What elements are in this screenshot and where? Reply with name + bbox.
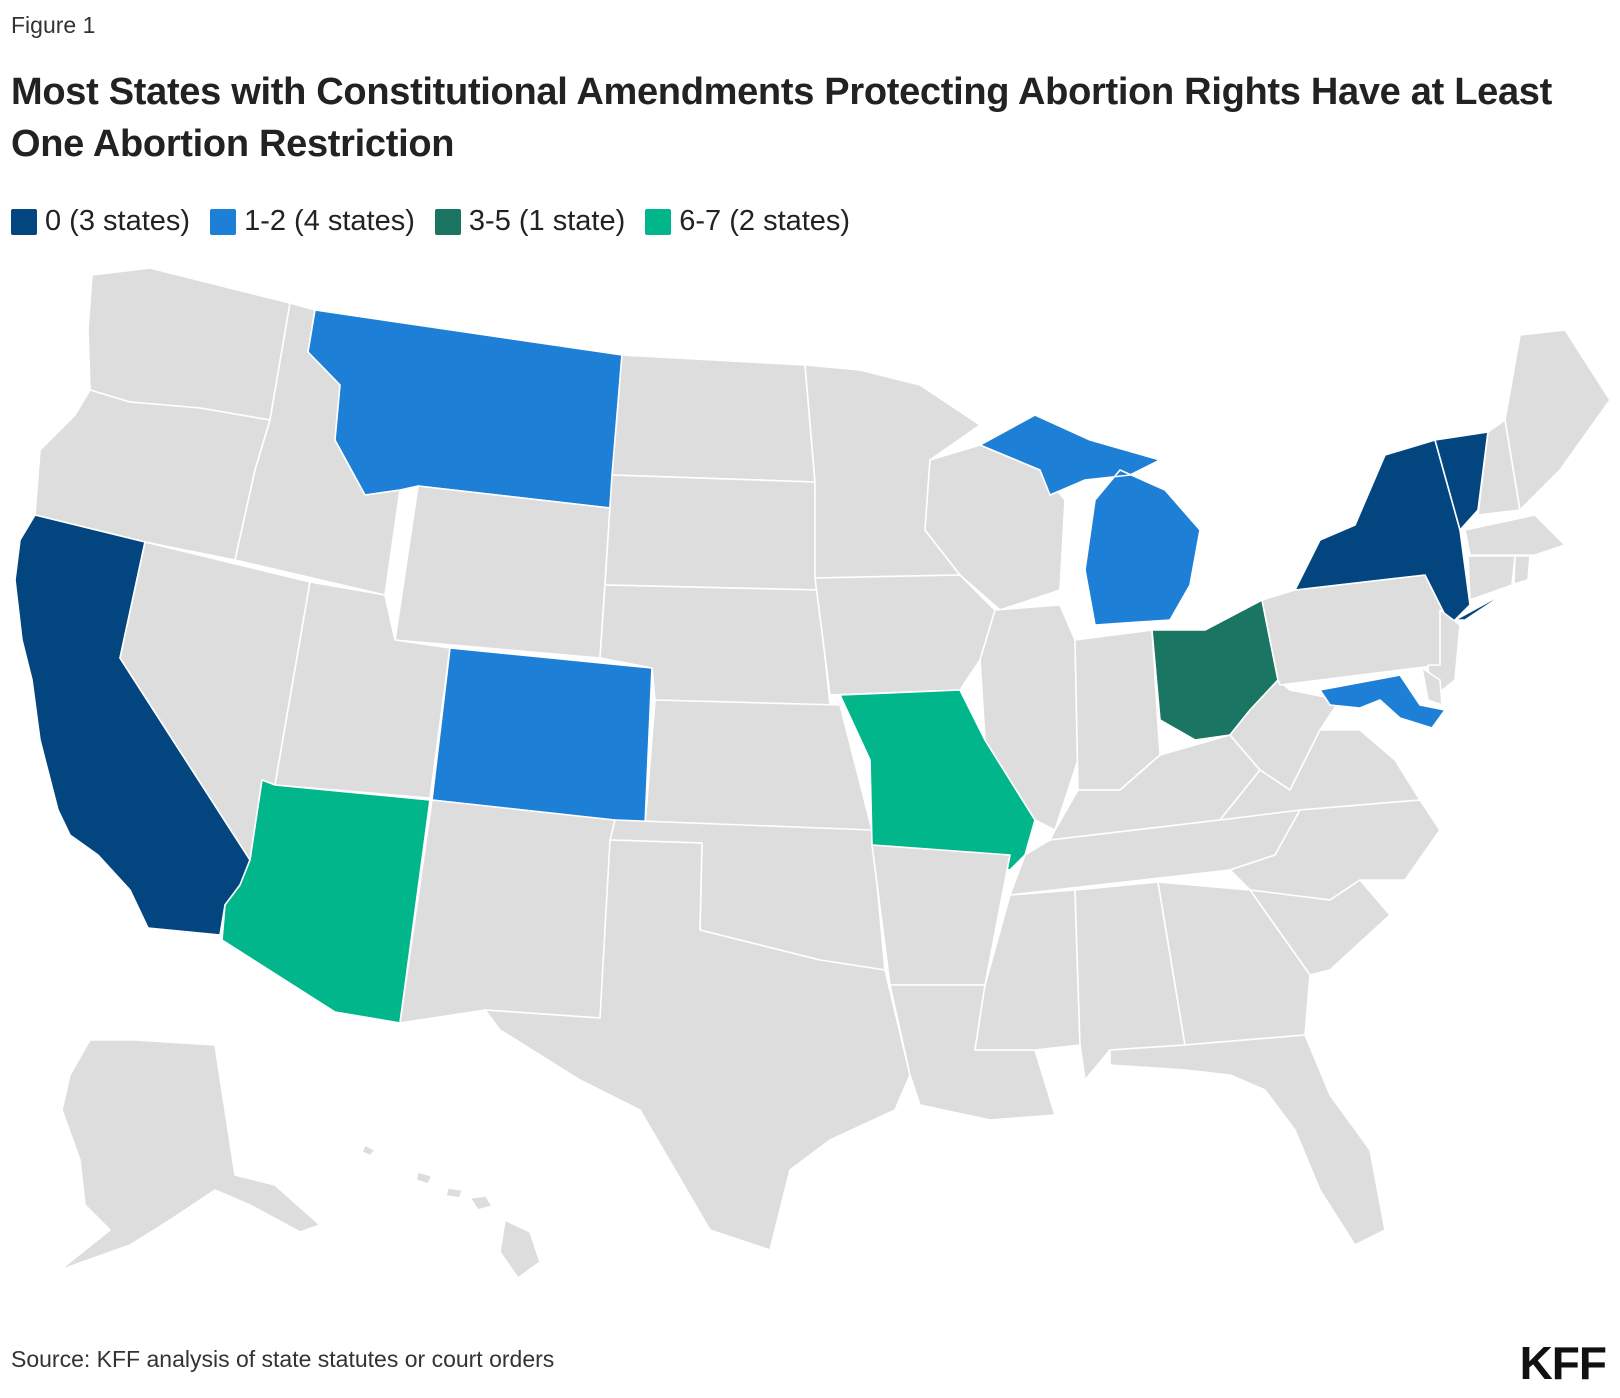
legend-swatch (210, 208, 237, 235)
legend-label: 1-2 (4 states) (244, 205, 415, 237)
state-iowa (814, 574, 996, 696)
state-hawaii (361, 1144, 541, 1279)
state-illinois (979, 604, 1079, 831)
state-arizona (221, 779, 431, 1024)
state-south-dakota (604, 474, 819, 591)
state-alaska (59, 1039, 321, 1271)
legend-item-3-5: 3-5 (1 state) (434, 205, 626, 238)
us-states-map (14, 267, 1611, 1279)
legend-label: 3-5 (1 state) (468, 205, 626, 237)
state-rhode-island (1513, 555, 1531, 585)
state-massachusetts (1464, 514, 1566, 556)
legend-item-6-7: 6-7 (2 states) (645, 205, 850, 238)
state-arkansas (871, 844, 1011, 986)
state-north-dakota (611, 354, 816, 483)
map-states (14, 267, 1611, 1279)
legend-item-1-2: 1-2 (4 states) (210, 205, 415, 238)
legend-swatch (645, 208, 672, 235)
state-texas (484, 839, 911, 1251)
legend-swatch (434, 208, 461, 235)
legend: 0 (3 states) 1-2 (4 states) 3-5 (1 state… (11, 205, 870, 238)
legend-label: 0 (3 states) (45, 205, 191, 237)
state-georgia (1157, 881, 1311, 1046)
state-colorado (431, 647, 653, 826)
state-delaware (1421, 667, 1443, 706)
source-note: Source: KFF analysis of state statutes o… (11, 1346, 555, 1372)
figure-label: Figure 1 (11, 12, 96, 38)
state-montana (307, 309, 623, 509)
state-maryland (1319, 674, 1446, 729)
state-new-mexico (399, 799, 616, 1024)
chart-title: Most States with Constitutional Amendmen… (11, 71, 1552, 165)
state-connecticut (1467, 555, 1516, 601)
state-kansas (644, 699, 873, 831)
state-maine (1504, 329, 1611, 511)
legend-label: 6-7 (2 states) (679, 205, 851, 237)
state-florida (1109, 1034, 1386, 1246)
legend-swatch (11, 208, 37, 235)
kff-logo: KFF (1519, 1337, 1607, 1389)
state-missouri (839, 689, 1036, 871)
state-wyoming (394, 485, 611, 659)
state-michigan (979, 414, 1201, 626)
state-washington (87, 267, 291, 421)
legend-item-0: 0 (3 states) (11, 205, 190, 238)
